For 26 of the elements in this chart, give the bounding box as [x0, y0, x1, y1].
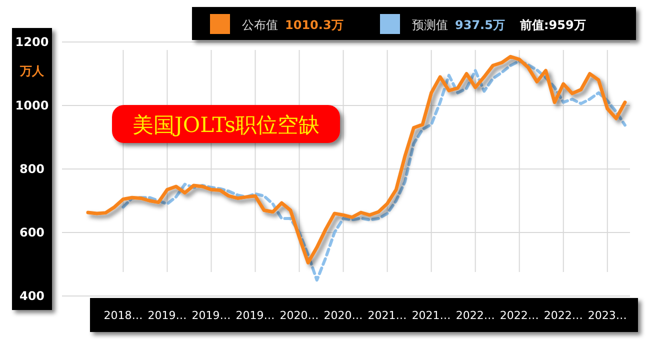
y-axis-title: 万人 [19, 64, 45, 78]
x-tick-label: 2019… [192, 309, 231, 322]
x-tick-label: 2020… [324, 309, 363, 322]
line-series [86, 54, 627, 264]
y-tick-label: 800 [19, 162, 45, 176]
x-tick-label: 2022… [500, 309, 539, 322]
text: 937.5万 [455, 18, 505, 32]
text: 前值:959万 [519, 18, 586, 32]
x-tick-label: 2021… [368, 309, 407, 322]
x-tick-label: 2019… [148, 309, 187, 322]
x-tick-label: 2019… [236, 309, 275, 322]
y-tick-label: 400 [19, 289, 45, 303]
y-tick-label: 600 [19, 226, 45, 240]
line-series [122, 60, 626, 282]
legend-label: 预测值 [412, 18, 448, 32]
x-tick-label: 2022… [544, 309, 583, 322]
x-tick-label: 2021… [412, 309, 451, 322]
text: 1010.3万 [285, 18, 344, 32]
y-tick-label: 1000 [15, 98, 49, 112]
text: 美国JOLTs职位空缺 [132, 113, 320, 137]
x-tick-label: 2020… [280, 309, 319, 322]
legend-label: 公布值 [242, 18, 278, 32]
x-tick-label: 2018… [104, 309, 143, 322]
x-tick-label: 2023… [588, 309, 627, 322]
y-tick-label: 1200 [15, 35, 49, 49]
x-tick-label: 2022… [456, 309, 495, 322]
